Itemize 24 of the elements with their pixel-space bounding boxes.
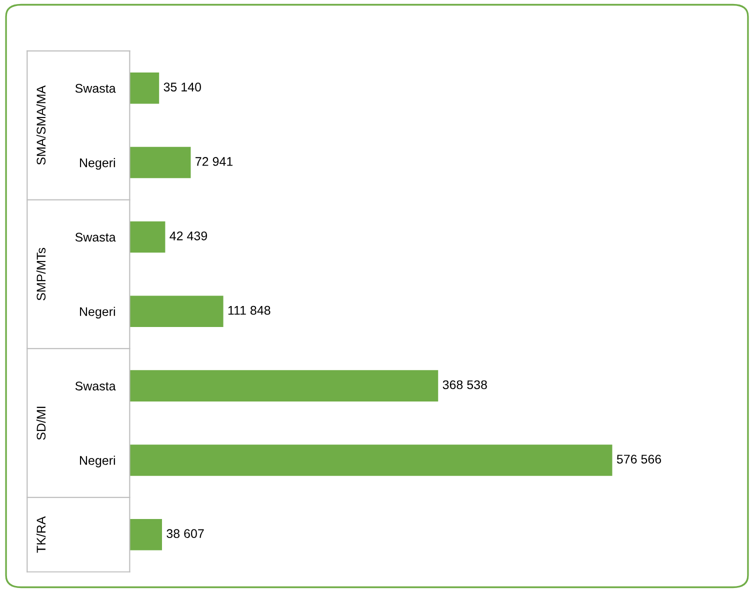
y-tick-label: Swasta	[75, 84, 116, 93]
data-label: 35 140	[164, 82, 202, 92]
bar	[130, 370, 438, 402]
text: SMP/MTs	[36, 248, 46, 300]
bar	[130, 444, 612, 476]
text: SMA/SMA/MA	[36, 85, 46, 165]
bar	[130, 221, 166, 253]
text: SD/MI	[36, 406, 46, 440]
data-label: 38 607	[166, 529, 204, 538]
y-tick-label: Negeri	[80, 306, 115, 319]
y-tick-label: Negeri	[80, 456, 115, 468]
data-label: 368 538	[442, 380, 487, 390]
bar	[130, 519, 162, 550]
y-tick-label: Swasta	[75, 382, 116, 390]
data-label: 576 566	[616, 454, 662, 464]
text: TK/RA	[36, 516, 46, 553]
data-label: 72 941	[196, 157, 233, 166]
y-tick-label: Negeri	[80, 158, 115, 170]
bar	[130, 296, 224, 328]
bar	[130, 72, 160, 104]
data-label: 111 848	[228, 306, 270, 315]
y-tick-label: Swasta	[75, 232, 116, 242]
data-label: 42 439	[170, 231, 208, 240]
bar	[130, 146, 191, 178]
